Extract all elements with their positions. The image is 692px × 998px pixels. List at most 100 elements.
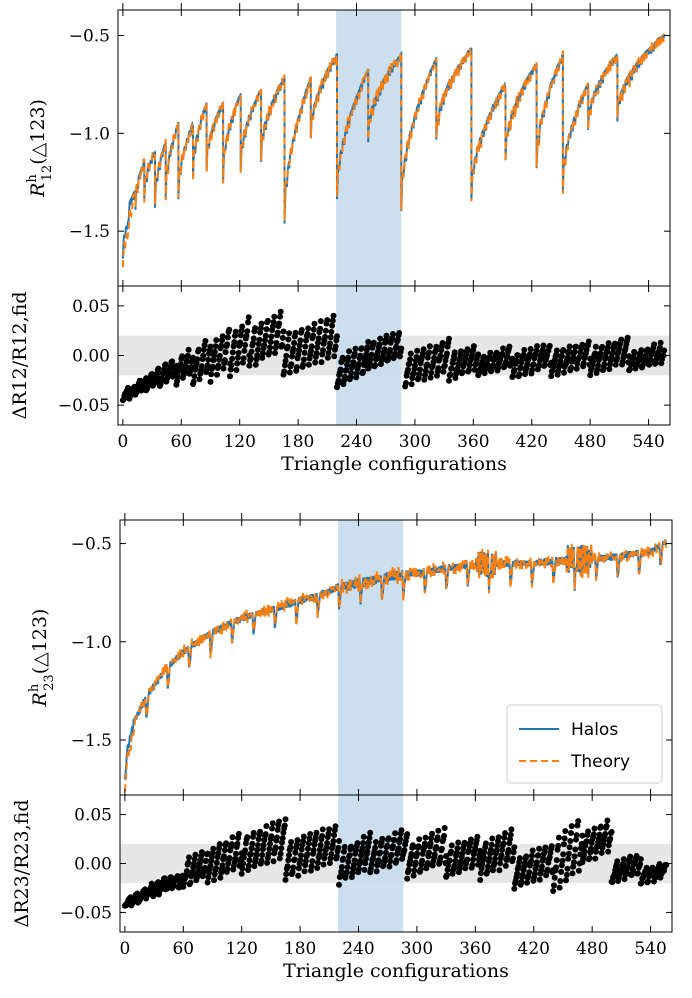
residual-point [552, 875, 558, 881]
residual-point [595, 363, 601, 369]
residual-point [549, 843, 555, 849]
residual-point [447, 372, 453, 378]
residual-point [444, 872, 450, 878]
residual-point [433, 844, 439, 850]
residual-point [567, 838, 573, 844]
residual-point [562, 828, 568, 834]
residual-point [383, 850, 389, 856]
residual-point [506, 344, 512, 350]
residual-point [448, 849, 454, 855]
residual-point [321, 862, 327, 868]
residual-point [213, 343, 219, 349]
residual-point [256, 337, 262, 343]
residual-point [279, 342, 285, 348]
residual-point [554, 348, 560, 354]
residual-point [521, 347, 527, 353]
residual-point [403, 380, 409, 386]
residual-point [508, 832, 514, 838]
residual-point [510, 856, 516, 862]
residual-point [217, 841, 223, 847]
residual-point [214, 860, 220, 866]
residual-point [571, 859, 577, 865]
residual-point [225, 334, 231, 340]
residual-point [503, 863, 509, 869]
residual-point [416, 836, 422, 842]
xtick-label: 60 [170, 432, 192, 452]
residual-point [418, 867, 424, 873]
residual-point [429, 831, 435, 837]
residual-point [276, 819, 282, 825]
residual-point [496, 834, 502, 840]
residual-point [447, 858, 453, 864]
residual-point [242, 342, 248, 348]
residual-point [511, 844, 517, 850]
residual-point [387, 858, 393, 864]
residual-point [470, 857, 476, 863]
residual-point [278, 309, 284, 315]
residual-point [264, 326, 270, 332]
residual-point [267, 345, 273, 351]
residual-point [604, 818, 610, 824]
residual-point [251, 335, 257, 341]
residual-point [278, 851, 284, 857]
residual-point [285, 857, 291, 863]
residual-point [593, 344, 599, 350]
residual-point [373, 839, 379, 845]
residual-point [281, 369, 287, 375]
residual-point [535, 852, 541, 858]
residual-point [455, 845, 461, 851]
residual-point [290, 346, 296, 352]
residual-point [329, 323, 335, 329]
residual-point [558, 869, 564, 875]
residual-point [241, 355, 247, 361]
residual-point [486, 856, 492, 862]
residual-point [225, 866, 231, 872]
residual-point [384, 333, 390, 339]
residual-point [259, 852, 265, 858]
residual-point [263, 823, 269, 829]
residual-point [283, 877, 289, 883]
y-axis-label: Rh12(△123) [25, 99, 55, 198]
residual-point [376, 857, 382, 863]
residual-point [336, 838, 342, 844]
residual-point [223, 840, 229, 846]
y-axis-label: ΔR12/R12,fid [9, 292, 31, 420]
residual-point [458, 348, 464, 354]
residual-point [336, 882, 342, 888]
residual-point [271, 314, 277, 320]
residual-point [352, 857, 358, 863]
residual-point [455, 840, 461, 846]
residual-point [441, 833, 447, 839]
residual-point [342, 844, 348, 850]
residual-point [217, 875, 223, 881]
residual-point [340, 856, 346, 862]
residual-point [200, 353, 206, 359]
residual-point [539, 864, 545, 870]
xtick-label: 360 [457, 432, 489, 452]
residual-point [186, 347, 192, 353]
residual-point [266, 851, 272, 857]
residual-point [536, 846, 542, 852]
residual-point [247, 857, 253, 863]
residual-point [211, 877, 217, 883]
residual-point [576, 868, 582, 874]
residual-point [333, 823, 339, 829]
ytick-label: −0.5 [69, 26, 110, 46]
residual-point [178, 361, 184, 367]
residual-point [248, 355, 254, 361]
xtick-label: 120 [225, 939, 257, 959]
residual-point [293, 330, 299, 336]
residual-point [557, 878, 563, 884]
ytick-label: 0.05 [74, 806, 112, 826]
residual-point [551, 882, 557, 888]
residual-point [345, 859, 351, 865]
residual-point [271, 319, 277, 325]
residual-point [316, 335, 322, 341]
residual-point [344, 869, 350, 875]
residual-point [331, 313, 337, 319]
residual-point [417, 367, 423, 373]
residual-point [314, 350, 320, 356]
residual-point [581, 360, 587, 366]
residual-point [529, 853, 535, 859]
residual-point [528, 346, 534, 352]
